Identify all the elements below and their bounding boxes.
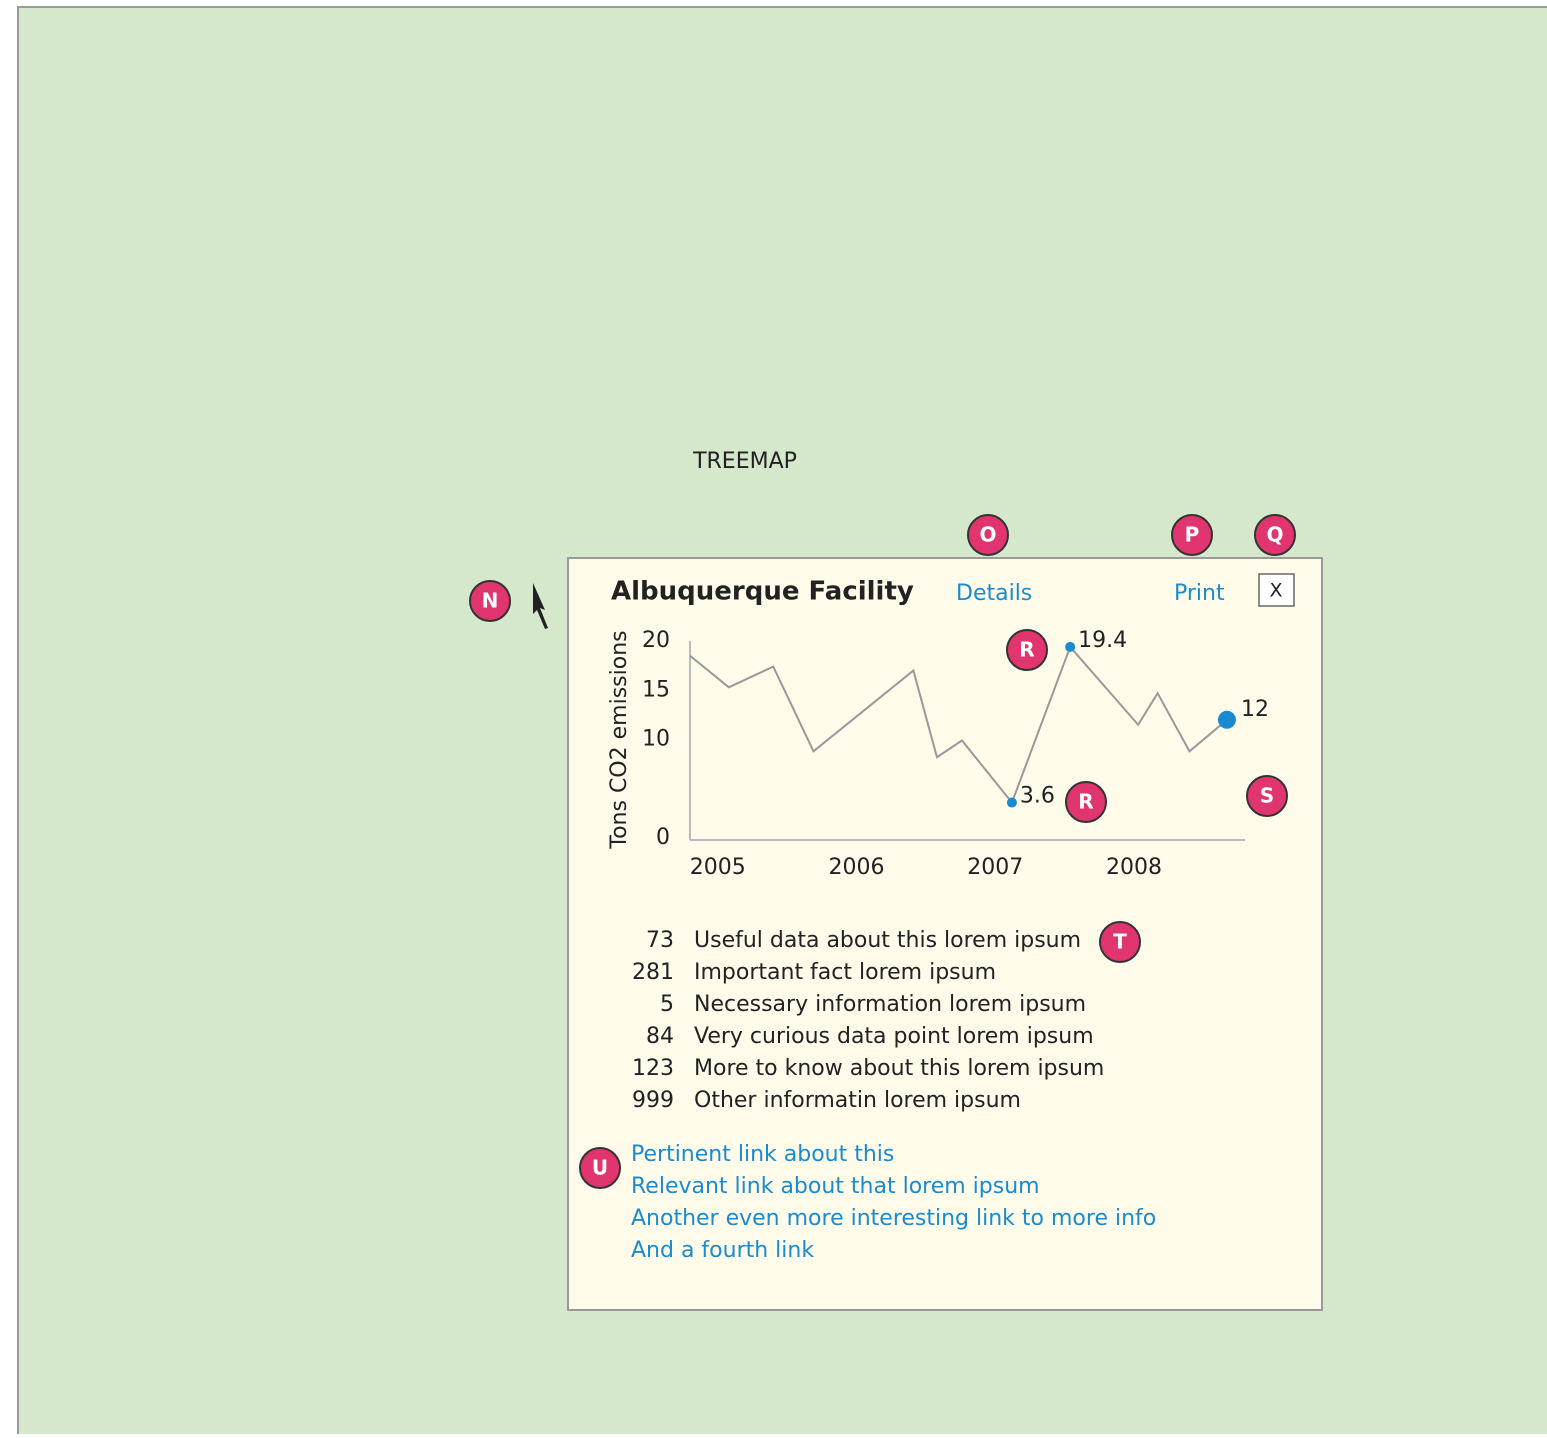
popup-title: Albuquerque Facility [611, 577, 914, 607]
close-label[interactable]: X [1269, 580, 1282, 602]
badge [1006, 629, 1048, 671]
y-tick-label: 15 [642, 677, 670, 702]
chart: Tons CO2 emissions 0 10 15 20 2005 2006 2007 200… [607, 628, 1269, 880]
info-link[interactable]: And a fourth link [631, 1238, 814, 1263]
fact-text: More to know about this lorem ipsum [694, 1056, 1104, 1081]
line [689, 644, 1228, 805]
fact-value: 84 [646, 1024, 674, 1049]
badge [1254, 514, 1296, 556]
info-link[interactable]: Relevant link about that lorem ipsum [631, 1174, 1040, 1199]
y-axis-label: Tons CO2 emissions [607, 630, 632, 849]
fact-text: Very curious data point lorem ipsum [694, 1024, 1094, 1049]
details-link[interactable]: Details [956, 581, 1032, 606]
fact-value: 999 [632, 1088, 674, 1113]
fact-value: 5 [660, 992, 674, 1017]
fact-value: 73 [646, 928, 674, 953]
value-label: 19.4 [1078, 628, 1127, 653]
badge-letter: P [1185, 523, 1200, 547]
value-label: 3.6 [1020, 784, 1055, 809]
screen-label: TREEMAP [692, 449, 797, 474]
x-tick-label: 2007 [967, 855, 1023, 880]
badge-letter: O [979, 523, 996, 547]
popup [567, 557, 1323, 1311]
fact-value: 281 [632, 960, 674, 985]
fact-text: Other informatin lorem ipsum [694, 1088, 1021, 1113]
fact-value: 123 [632, 1056, 674, 1081]
badge-letter: U [592, 1156, 608, 1180]
point [1006, 797, 1017, 808]
badge-letter: S [1260, 784, 1274, 808]
fact-text: Necessary information lorem ipsum [694, 992, 1086, 1017]
badge [1171, 514, 1213, 556]
point [1065, 641, 1076, 652]
badge-letter: R [1078, 790, 1093, 814]
info-link[interactable]: Pertinent link about this [631, 1142, 894, 1167]
close-button[interactable] [1258, 573, 1295, 607]
badge [1065, 781, 1107, 823]
point [1217, 710, 1236, 729]
badge [1246, 775, 1288, 817]
badge [967, 514, 1009, 556]
badge-letter: N [482, 589, 499, 613]
print-link[interactable]: Print [1174, 581, 1225, 606]
x-tick-label: 2005 [690, 855, 746, 880]
badge-letter: Q [1266, 523, 1283, 547]
badge [1099, 921, 1141, 963]
cursor [533, 583, 548, 629]
y-tick-label: 0 [656, 825, 670, 850]
x-tick-label: 2006 [829, 855, 885, 880]
value-label: 12 [1241, 697, 1269, 722]
badge [579, 1147, 621, 1189]
y-tick-label: 20 [642, 628, 670, 653]
content: 73 Useful data about this lorem ipsum 281 I… [469, 514, 1296, 1263]
x-tick-label: 2008 [1106, 855, 1162, 880]
fact-text: Useful data about this lorem ipsum [694, 928, 1081, 953]
badge-letter: T [1113, 930, 1127, 954]
y-tick-label: 10 [642, 727, 670, 752]
fact-text: Important fact lorem ipsum [694, 960, 996, 985]
badge-letter: R [1019, 638, 1034, 662]
info-link[interactable]: Another even more interesting link to mo… [631, 1206, 1156, 1231]
badge [469, 580, 511, 622]
